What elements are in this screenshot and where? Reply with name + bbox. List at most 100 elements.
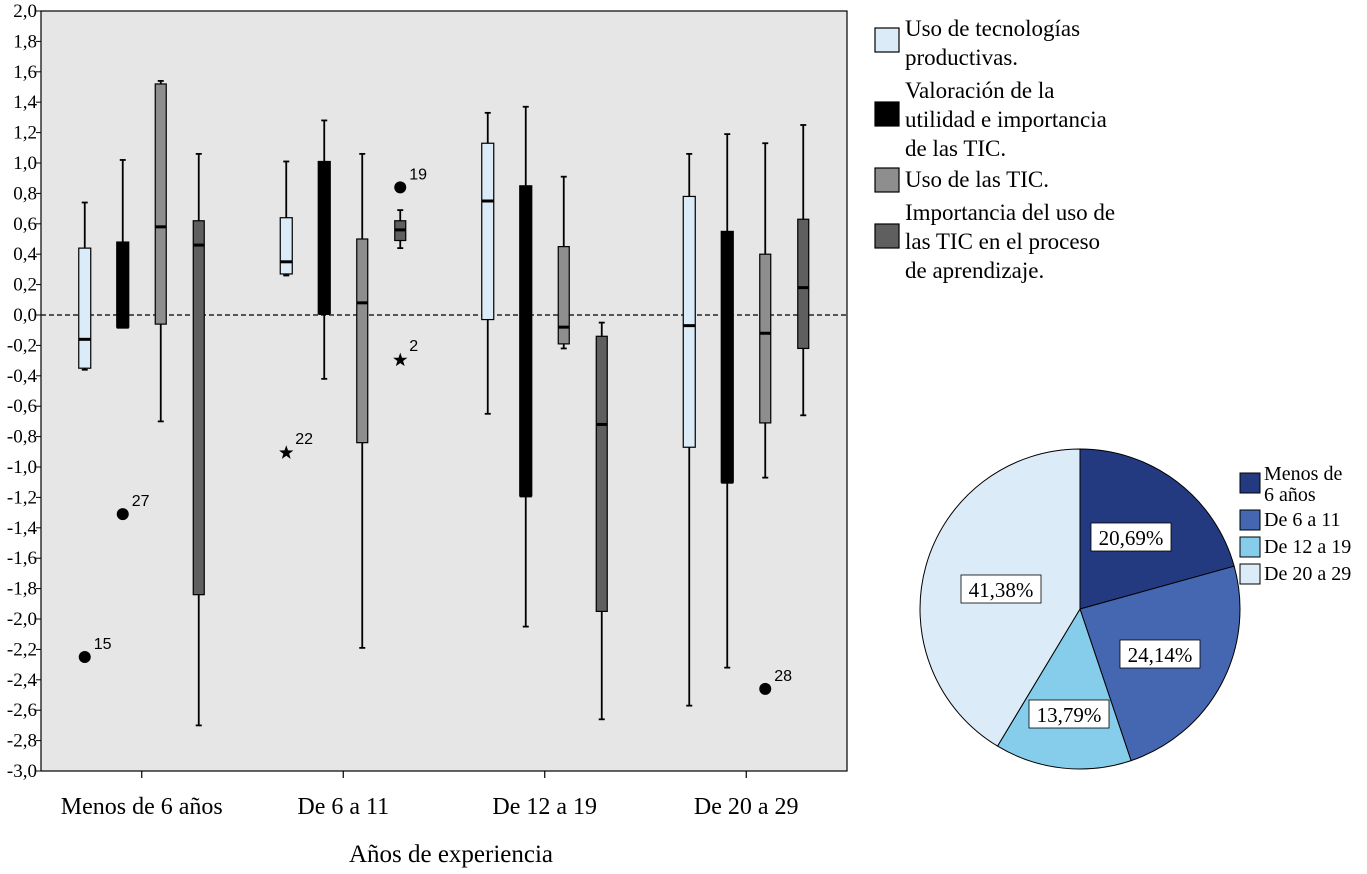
legend-label: productivas. — [905, 45, 1018, 70]
pie-slice-2 — [996, 607, 1132, 770]
pie-legend-label: De 12 a 19 — [1264, 536, 1351, 558]
box-0-1 — [116, 159, 130, 329]
box-body — [797, 218, 810, 350]
box-1-1 — [317, 119, 331, 380]
legend-label: Uso de tecnologías — [905, 16, 1080, 41]
box-body — [682, 195, 696, 448]
box-body — [154, 83, 167, 325]
y-tick-label: -2,8 — [7, 731, 37, 752]
outlier-label: 22 — [295, 431, 313, 448]
pie-data-label-3: 41,38% — [960, 574, 1042, 604]
pie-data-label-box — [960, 574, 1042, 604]
y-tick-label: -1,2 — [7, 487, 37, 508]
box-0-2 — [154, 80, 167, 423]
box-body — [317, 160, 331, 315]
pie-legend-item-2: De 12 a 19 — [1239, 536, 1351, 558]
legend-swatch — [874, 223, 900, 249]
box-body — [720, 230, 734, 483]
x-category-label: Menos de 6 años — [61, 794, 223, 820]
pie-data-label-box — [1119, 639, 1201, 669]
y-tick-label: -0,6 — [7, 396, 37, 417]
box-3-0 — [682, 152, 696, 707]
y-tick-label: 0,8 — [13, 183, 37, 204]
outlier-circle-marker — [759, 682, 772, 695]
pie-data-label-2: 13,79% — [1028, 699, 1110, 729]
outlier-circle-marker — [394, 181, 407, 194]
pie-data-label-text: 13,79% — [1037, 703, 1102, 727]
y-tick-label: 1,6 — [13, 62, 37, 83]
box-3-2 — [759, 142, 772, 479]
boxplot-chart: 2,0 1,8 1,6 1,4 1,2 1,0 0,8 0,6 0,4 0,2 0,0 -0,2 -0,… — [7, 1, 848, 868]
pie-legend-label: De 6 a 11 — [1264, 509, 1340, 531]
pie-legend-label: De 20 a 29 — [1264, 563, 1351, 585]
legend-item-2: Uso de las TIC. — [874, 167, 1049, 193]
pie-legend-label: Menos de — [1264, 463, 1342, 485]
x-axis-label: Años de experiencia — [349, 841, 553, 868]
y-tick-label: -0,4 — [7, 366, 38, 387]
legend-label: Valoración de la — [905, 78, 1054, 103]
outlier-star-marker — [393, 352, 408, 367]
plot-area — [40, 10, 848, 772]
legend-swatch — [874, 27, 900, 53]
pie-data-label-box — [1028, 699, 1110, 729]
y-tick-label: -1,6 — [7, 548, 37, 569]
box-0-3 — [192, 152, 205, 727]
y-tick-label: -0,8 — [7, 427, 37, 448]
outlier-15: 15 — [78, 636, 112, 663]
box-2-2 — [557, 175, 570, 350]
y-tick-label: -1,0 — [7, 457, 37, 478]
pie-chart: 20,69% 24,14% 13,79% 41,38% — [919, 448, 1241, 770]
legend-label: de las TIC. — [905, 136, 1006, 161]
y-tick-label: 1,0 — [13, 153, 37, 174]
legend-item-3: Importancia del uso de las TIC en el proc… — [874, 200, 1115, 283]
y-tick-label: 1,4 — [13, 92, 37, 113]
outlier-label: 15 — [94, 636, 112, 653]
pie-legend-swatch — [1239, 563, 1261, 585]
pie-data-label-0: 20,69% — [1090, 522, 1172, 552]
box-2-1 — [519, 105, 533, 628]
legend-item-0: Uso de tecnologías productivas. — [874, 16, 1080, 70]
y-tick-label: 0,2 — [13, 275, 37, 296]
y-tick-label: 1,2 — [13, 123, 37, 144]
outlier-label: 2 — [409, 338, 418, 355]
box-2-3 — [595, 321, 608, 721]
outlier-2: 2 — [393, 338, 418, 367]
legend-item-1: Valoración de la utilidad e importancia de… — [874, 78, 1107, 161]
pie-data-label-text: 20,69% — [1099, 526, 1164, 550]
pie-data-label-text: 41,38% — [969, 578, 1034, 602]
pie-data-label-text: 24,14% — [1128, 643, 1193, 667]
box-body — [557, 246, 570, 345]
y-tick-label: -2,0 — [7, 609, 37, 630]
outlier-circle-marker — [78, 651, 91, 663]
box-body — [595, 335, 608, 612]
box-body — [78, 247, 92, 369]
outlier-circle-marker — [116, 508, 129, 521]
pie-legend-swatch — [1239, 509, 1261, 531]
box-3-3 — [797, 124, 810, 417]
y-tick-label: -2,2 — [7, 639, 37, 660]
legend-label: de aprendizaje. — [905, 258, 1044, 283]
box-body — [279, 217, 293, 275]
pie-legend-swatch — [1239, 472, 1261, 494]
box-body — [481, 142, 495, 321]
outliers-group: 15 27 22 19 2 28 — [78, 166, 792, 695]
y-axis: 2,0 1,8 1,6 1,4 1,2 1,0 0,8 0,6 0,4 0,2 0,0 -0,2 -0,… — [7, 1, 41, 782]
box-body — [116, 241, 130, 328]
y-tick-label: 0,4 — [13, 244, 37, 265]
outlier-label: 28 — [774, 668, 792, 685]
box-1-2 — [356, 152, 369, 649]
y-tick-label: 0,0 — [13, 305, 37, 326]
y-tick-label: -2,6 — [7, 700, 37, 721]
legend-label: las TIC en el proceso — [905, 229, 1100, 254]
x-category-label: De 20 a 29 — [694, 794, 799, 820]
legend-label: utilidad e importancia — [905, 107, 1107, 132]
box-1-0 — [279, 160, 293, 277]
pie-legend-item-3: De 20 a 29 — [1239, 563, 1351, 585]
outlier-27: 27 — [116, 493, 150, 521]
x-category-label: De 12 a 19 — [492, 794, 597, 820]
outlier-star-marker — [279, 445, 294, 459]
legend-label: Uso de las TIC. — [905, 167, 1049, 192]
pie-legend-item-0: Menos de6 años — [1239, 463, 1342, 506]
box-3-1 — [720, 133, 734, 669]
